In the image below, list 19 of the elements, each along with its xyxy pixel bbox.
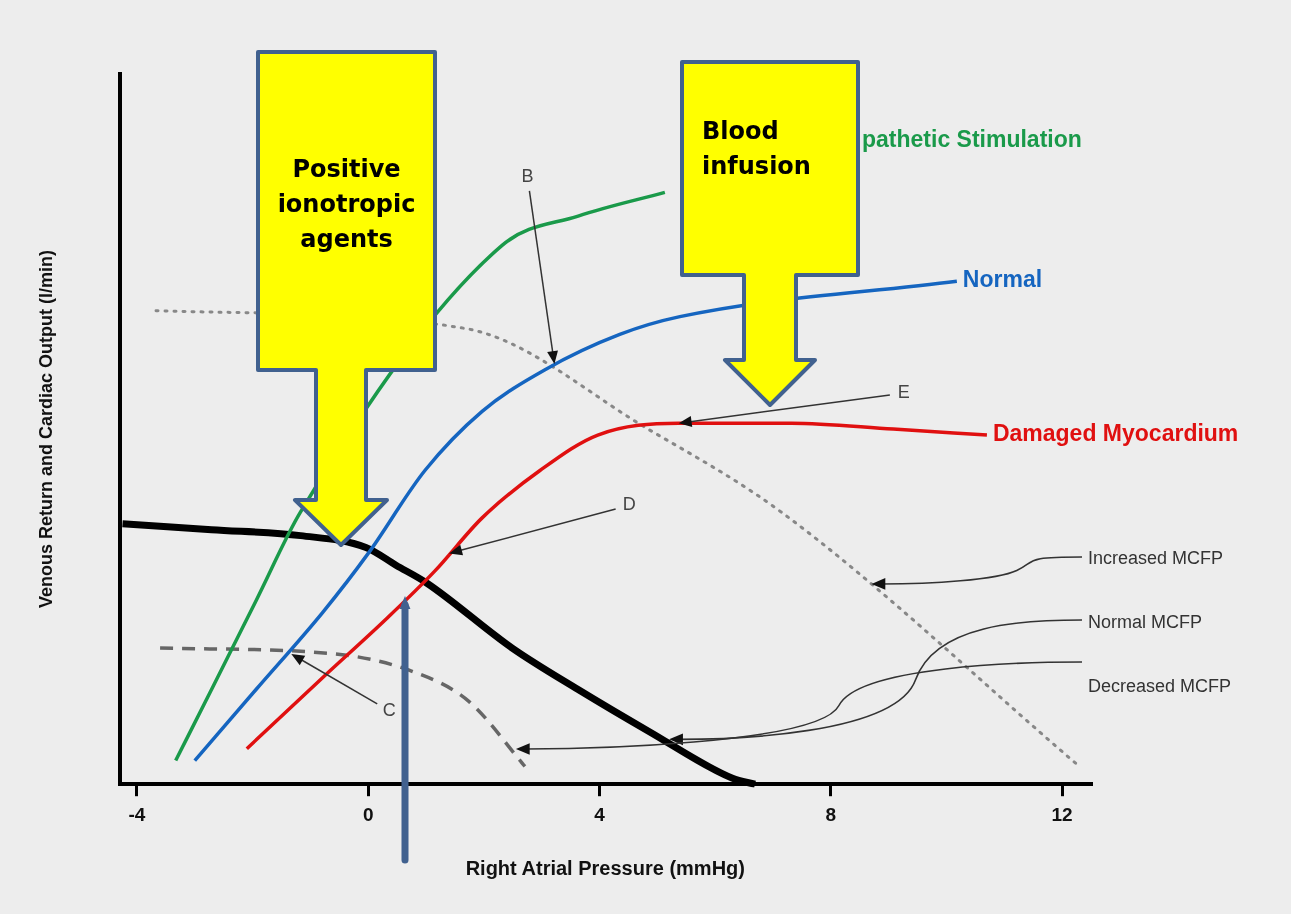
x-axis-title: Right Atrial Pressure (mmHg) bbox=[465, 856, 745, 879]
series-label: Normal bbox=[962, 266, 1043, 293]
text: pathetic Stimulation bbox=[862, 126, 1082, 153]
series-label: Damaged Myocardium bbox=[992, 420, 1239, 447]
annotation: B bbox=[521, 165, 534, 186]
x-tick-label: 8 bbox=[825, 803, 837, 825]
text: Increased MCFP bbox=[1088, 547, 1224, 568]
text: Normal MCFP bbox=[1088, 611, 1203, 632]
x-tick-label: -4 bbox=[128, 803, 146, 825]
x-tick-label: 0 bbox=[362, 803, 374, 825]
annotation: E bbox=[897, 382, 910, 403]
annotation: C bbox=[382, 699, 396, 720]
annotation: D bbox=[622, 494, 636, 515]
x-tick-label: 4 bbox=[594, 803, 606, 825]
x-tick-label: 12 bbox=[1051, 803, 1073, 825]
y-axis-title: Venous Return and Cardiac Output (l/min) bbox=[35, 250, 56, 609]
text: Decreased MCFP bbox=[1088, 675, 1232, 696]
text: Blood infusion bbox=[702, 116, 812, 182]
annotation: Positive ionotropic agents bbox=[276, 154, 417, 255]
